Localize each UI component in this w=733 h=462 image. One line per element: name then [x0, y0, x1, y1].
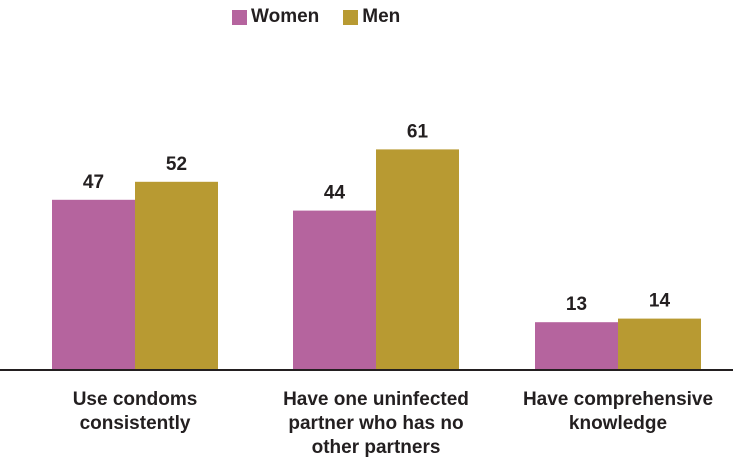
bar-men-2: [618, 318, 701, 369]
bar-women-2: [535, 322, 618, 369]
bar-value-men-0: 52: [166, 154, 187, 175]
legend: Women Men: [232, 6, 424, 28]
bar-values-group: 47 52 44 61 13 14: [83, 121, 671, 315]
bar-value-women-0: 47: [83, 172, 104, 193]
category-label-1: Have one uninfected partner who has no oth…: [283, 389, 469, 458]
category-label-line: knowledge: [569, 413, 667, 434]
bar-women-1: [293, 210, 376, 369]
bar-value-women-2: 13: [566, 294, 587, 315]
legend-label-women: Women: [251, 6, 320, 27]
category-labels-group: Use condoms consistently Have one uninfect…: [73, 389, 713, 458]
category-label-0: Use condoms consistently: [73, 389, 198, 434]
legend-item-men: Men: [343, 6, 400, 28]
bar-value-men-1: 61: [407, 121, 429, 142]
category-label-line: Have comprehensive: [523, 389, 713, 410]
bars-group: [52, 149, 701, 369]
category-label-2: Have comprehensive knowledge: [523, 389, 713, 434]
bar-value-women-1: 44: [324, 183, 346, 204]
legend-swatch-women: [232, 9, 247, 25]
legend-item-women: Women: [232, 6, 319, 28]
category-label-line: other partners: [312, 437, 441, 458]
category-label-line: partner who has no: [288, 413, 463, 434]
category-label-line: Have one uninfected: [283, 389, 469, 410]
category-label-line: consistently: [80, 413, 191, 434]
bar-value-men-2: 14: [649, 291, 671, 312]
legend-label-men: Men: [362, 6, 401, 27]
bar-women-0: [52, 199, 135, 369]
legend-swatch-men: [343, 9, 359, 25]
category-label-line: Use condoms: [73, 389, 198, 410]
bar-men-0: [135, 181, 218, 369]
bar-men-1: [376, 149, 459, 369]
